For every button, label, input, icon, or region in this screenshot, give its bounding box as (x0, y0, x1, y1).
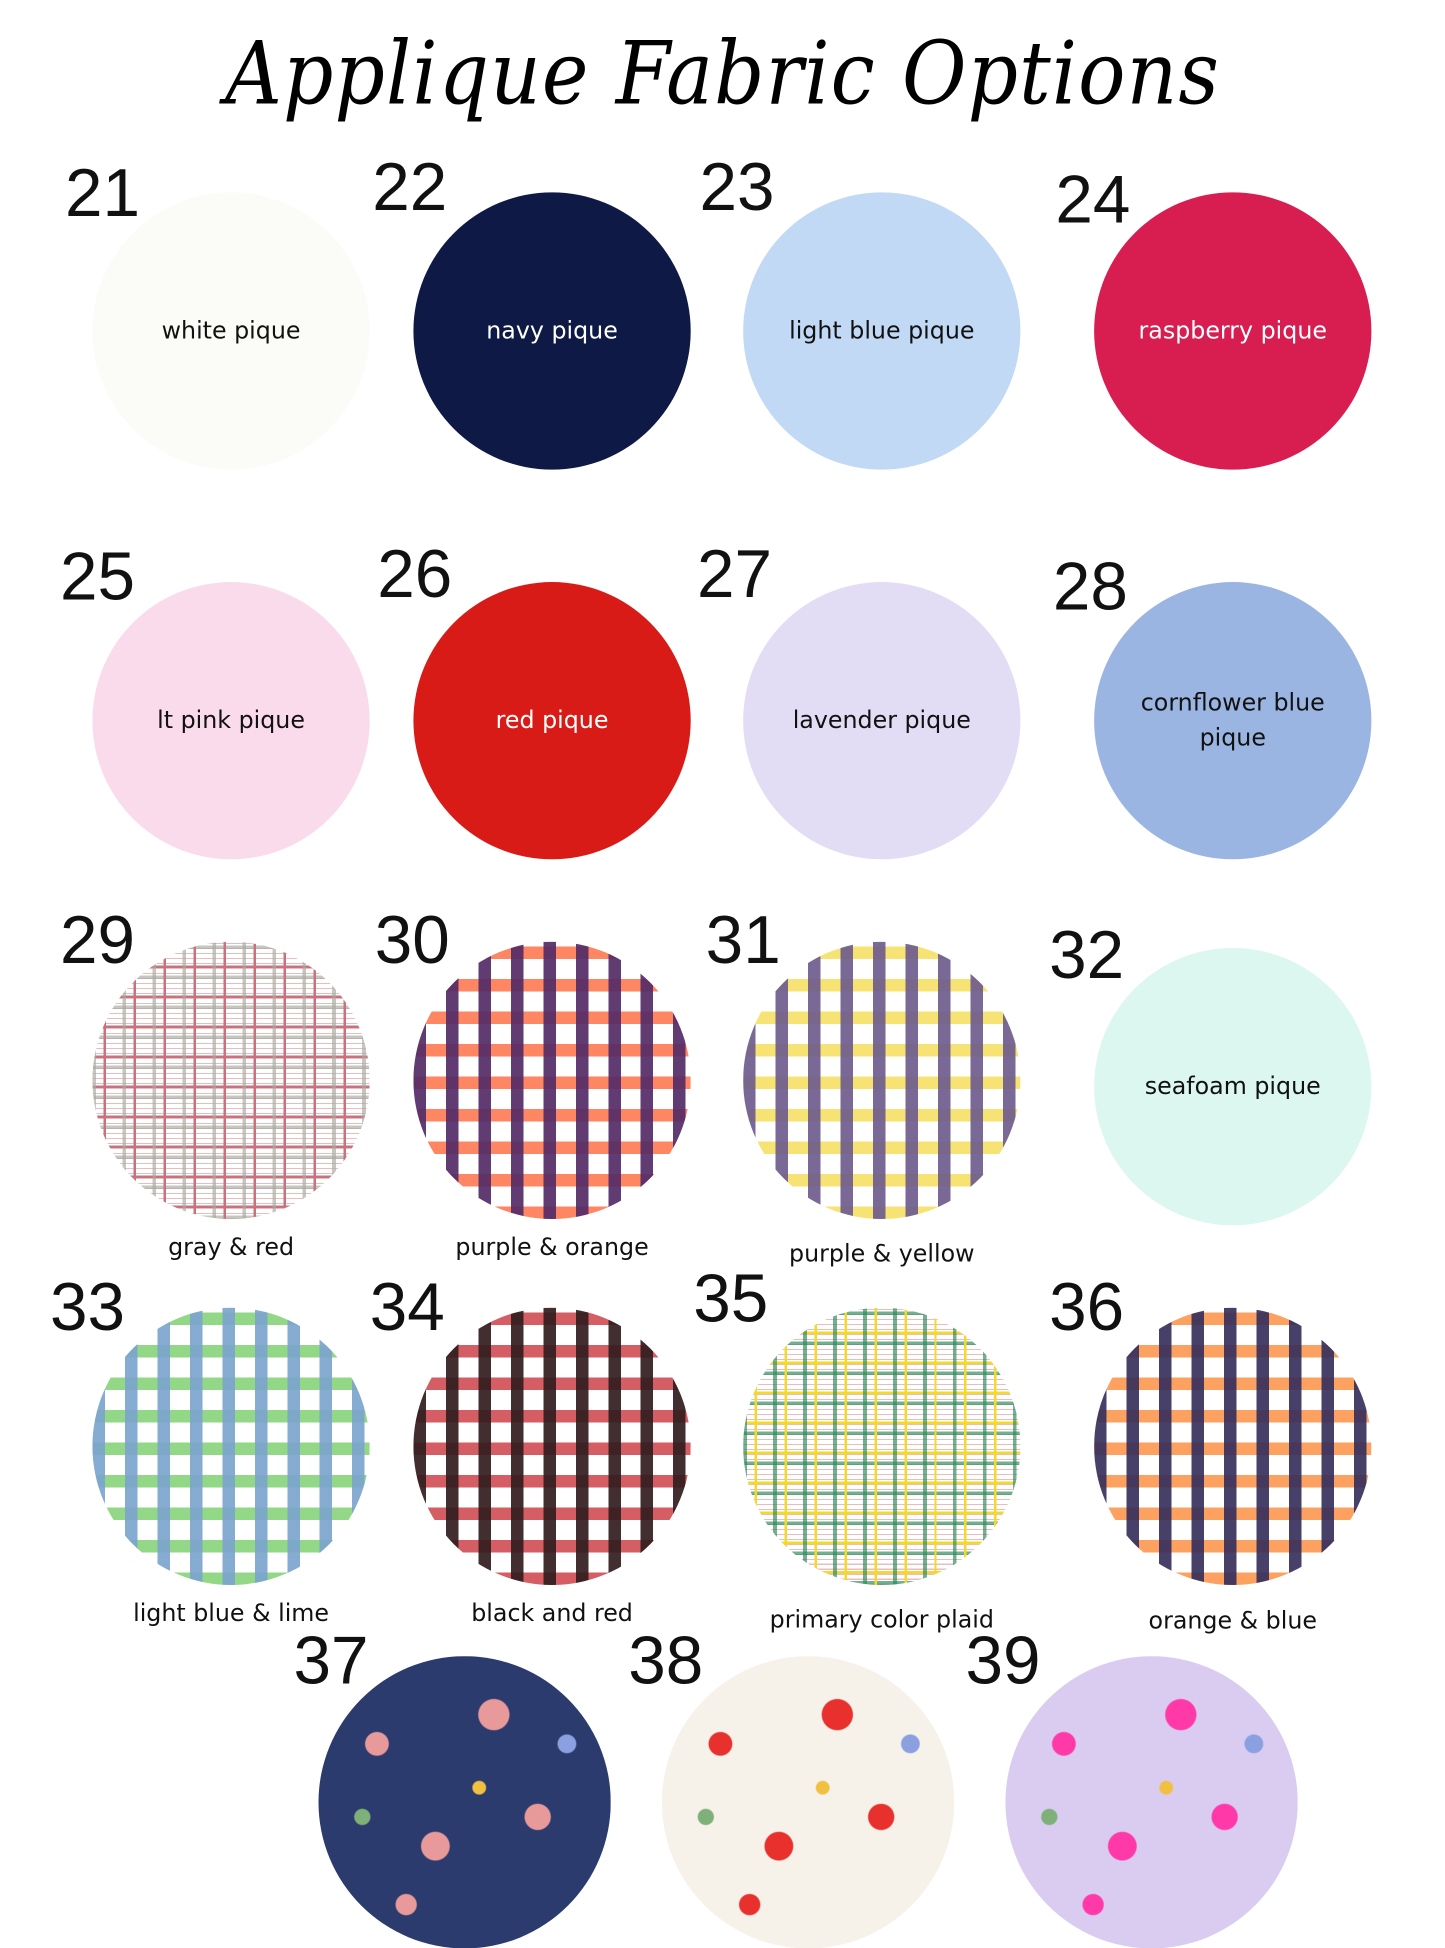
page-title: Applique Fabric Options (225, 22, 1220, 125)
fabric-name: black and red (471, 1599, 633, 1628)
fabric-swatch[interactable] (413, 1307, 691, 1585)
fabric-number: 33 (49, 1270, 125, 1346)
fabric-name: purple & orange (455, 1234, 649, 1262)
fabric-swatch[interactable] (318, 1656, 611, 1948)
fabric-number: 24 (1055, 162, 1131, 238)
fabric-number: 38 (628, 1623, 704, 1699)
fabric-number: 37 (293, 1623, 369, 1699)
fabric-number: 31 (705, 903, 781, 978)
fabric-swatch[interactable] (743, 1307, 1021, 1585)
fabric-name: red pique (495, 706, 609, 735)
fabric-number: 28 (1052, 549, 1128, 625)
fabric-number: 34 (369, 1270, 445, 1346)
fabric-swatch[interactable]: seafoam pique (1094, 947, 1372, 1226)
fabric-name: cornflower blue pique (1140, 688, 1325, 752)
fabric-number: 35 (693, 1261, 769, 1337)
fabric-name: light blue pique (789, 316, 975, 345)
fabric-swatch[interactable] (661, 1656, 955, 1948)
fabric-name: orange & blue (1148, 1607, 1317, 1635)
fabric-number: 29 (59, 903, 135, 978)
fabric-swatch[interactable]: red pique (413, 582, 691, 860)
fabric-swatch[interactable]: navy pique (413, 192, 691, 470)
fabric-name: navy pique (486, 316, 618, 345)
fabric-number: 25 (59, 539, 135, 615)
fabric-number: 21 (64, 156, 140, 232)
fabric-number: 27 (696, 537, 772, 613)
fabric-name: lt pink pique (157, 706, 305, 735)
fabric-name: light blue & lime (133, 1599, 330, 1628)
fabric-swatch[interactable]: lt pink pique (92, 582, 370, 860)
fabric-name: gray & red (168, 1234, 295, 1262)
fabric-swatch[interactable] (1094, 1307, 1372, 1585)
fabric-number: 30 (374, 903, 450, 978)
fabric-number: 23 (699, 149, 775, 225)
fabric-name: seafoam pique (1144, 1072, 1321, 1101)
fabric-swatch[interactable] (1005, 1656, 1298, 1948)
fabric-name: raspberry pique (1138, 316, 1327, 345)
fabric-number: 39 (965, 1623, 1041, 1699)
fabric-swatch[interactable] (92, 941, 370, 1220)
fabric-number: 36 (1049, 1270, 1125, 1346)
fabric-swatch[interactable] (743, 941, 1021, 1220)
fabric-swatch[interactable]: lavender pique (743, 582, 1021, 860)
fabric-number: 32 (1049, 918, 1125, 993)
fabric-name: lavender pique (792, 706, 971, 735)
fabric-swatch[interactable]: white pique (92, 192, 370, 470)
fabric-number: 22 (372, 149, 448, 225)
fabric-name: primary color plaid (769, 1606, 994, 1634)
fabric-swatch[interactable]: raspberry pique (1094, 192, 1372, 470)
fabric-swatch[interactable]: light blue pique (743, 192, 1021, 470)
fabric-swatch[interactable] (413, 941, 691, 1220)
fabric-number: 26 (377, 537, 453, 613)
fabric-name: white pique (161, 316, 301, 345)
fabric-swatch[interactable] (92, 1307, 370, 1585)
fabric-name: purple & yellow (789, 1240, 975, 1268)
fabric-swatch[interactable]: cornflower blue pique (1094, 582, 1372, 860)
